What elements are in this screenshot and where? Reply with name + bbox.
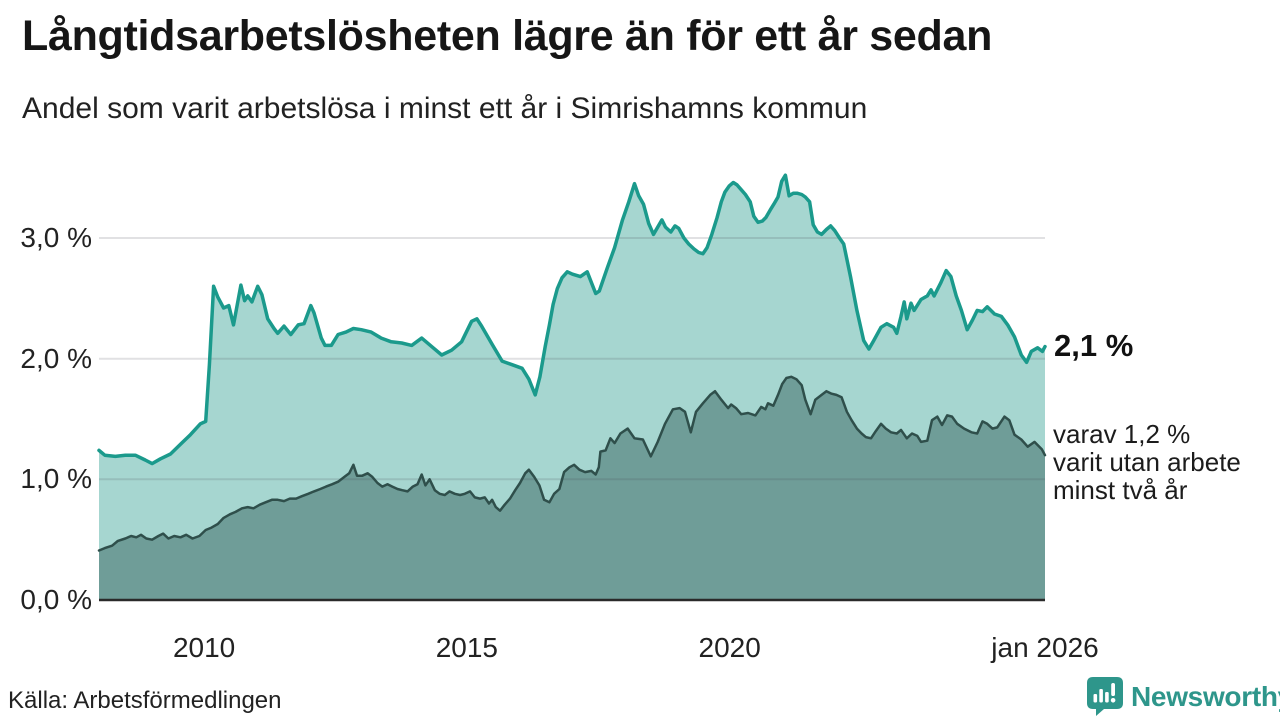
x-tick-label: 2015 [435, 632, 499, 663]
end-sub-line-2: varit utan arbete [1053, 447, 1241, 477]
end-sub-label: varav 1,2 % varit utan arbete minst två … [1053, 420, 1241, 504]
x-tick-label: jan 2026 [991, 632, 1099, 663]
y-tick-label: 0,0 % [20, 584, 92, 615]
newsworthy-logo-icon [1087, 677, 1123, 716]
y-tick-label: 1,0 % [20, 463, 92, 495]
newsworthy-logo-text: Newsworthy [1131, 680, 1280, 712]
source-note: Källa: Arbetsförmedlingen [8, 687, 282, 714]
series-twoyear-line [97, 375, 1047, 552]
chart-title: Långtidsarbetslösheten lägre än för ett … [22, 12, 993, 60]
x-tick-label: 2010 [172, 632, 236, 663]
newsworthy-logo: Newsworthy [1086, 676, 1280, 717]
series-twoyear-area [99, 376, 1045, 600]
y-tick-label: 3,0 % [20, 221, 92, 253]
chart-subtitle: Andel som varit arbetslösa i minst ett å… [22, 92, 868, 125]
end-sub-line-1: varav 1,2 % [1053, 419, 1191, 449]
end-sub-line-3: minst två år [1053, 475, 1188, 505]
x-tick-label: 2020 [698, 632, 761, 663]
end-value-label: 2,1 % [1054, 328, 1134, 363]
series-total-line [97, 173, 1047, 466]
y-tick-label: 2,0 % [20, 342, 92, 374]
